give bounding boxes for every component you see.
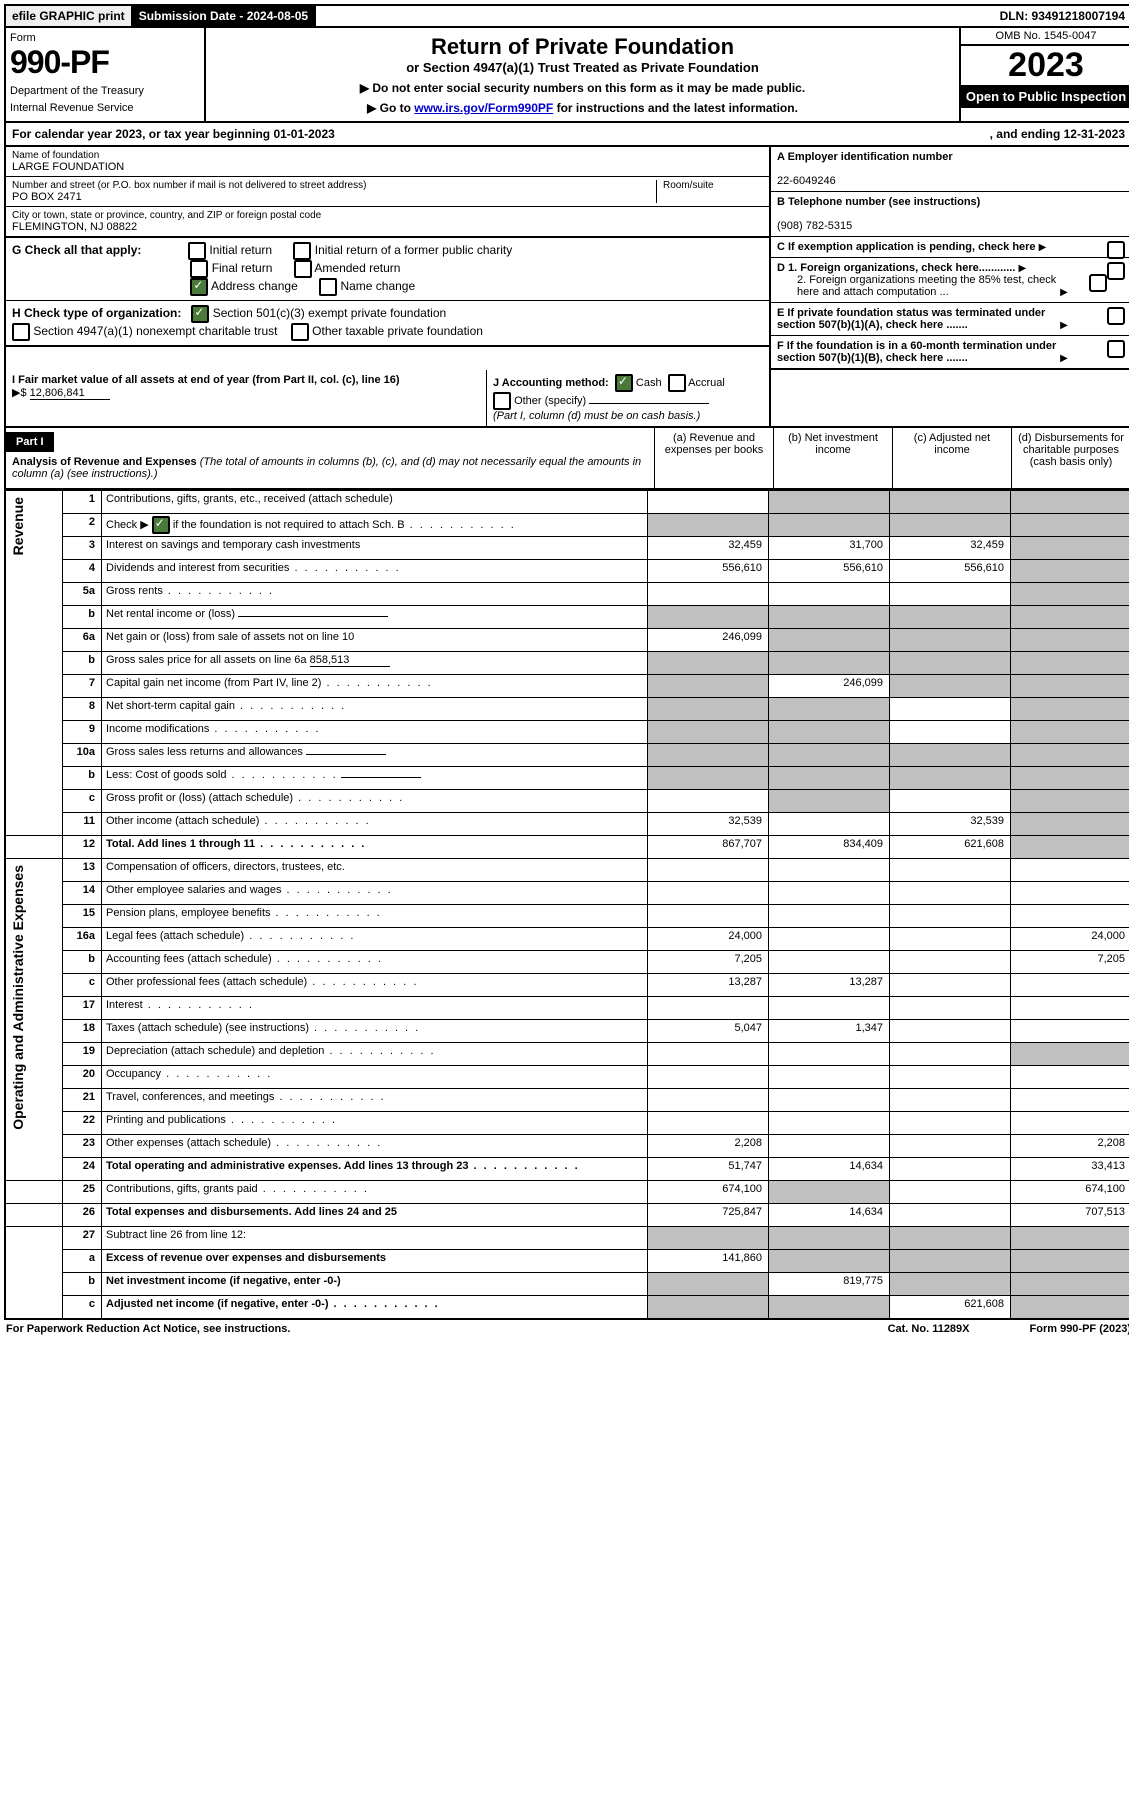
4947-check[interactable]: [12, 323, 30, 341]
hij-block: I Fair market value of all assets at end…: [4, 370, 1129, 428]
c-label: C If exemption application is pending, c…: [777, 241, 1036, 253]
dept-treasury: Department of the Treasury: [10, 85, 200, 98]
fmv-value: 12,806,841: [30, 387, 110, 400]
col-d-header: (d) Disbursements for charitable purpose…: [1012, 428, 1129, 488]
j-label: J Accounting method:: [493, 377, 609, 389]
j-note: (Part I, column (d) must be on cash basi…: [493, 410, 700, 422]
final-return-check[interactable]: [190, 260, 208, 278]
submission-date: Submission Date - 2024-08-05: [133, 6, 316, 26]
addr-label: Number and street (or P.O. box number if…: [12, 180, 656, 191]
d2-label: 2. Foreign organizations meeting the 85%…: [777, 274, 1057, 298]
city-state: FLEMINGTON, NJ 08822: [12, 221, 763, 233]
initial-former-check[interactable]: [293, 242, 311, 260]
accrual-check[interactable]: [668, 374, 686, 392]
cal-right: , and ending 12-31-2023: [990, 127, 1125, 141]
room-label: Room/suite: [663, 180, 763, 191]
cash-check[interactable]: [615, 374, 633, 392]
other-method-check[interactable]: [493, 392, 511, 410]
form-number: 990-PF: [10, 44, 200, 81]
address-change-check[interactable]: [190, 278, 208, 296]
omb-number: OMB No. 1545-0047: [961, 28, 1129, 46]
part1-label: Part I: [6, 432, 54, 452]
paperwork-notice: For Paperwork Reduction Act Notice, see …: [6, 1323, 290, 1335]
expense-side-label: Operating and Administrative Expenses: [10, 861, 26, 1134]
form-ref: Form 990-PF (2023): [1030, 1323, 1129, 1335]
col-b-header: (b) Net investment income: [774, 428, 893, 488]
form-title: Return of Private Foundation: [216, 34, 949, 60]
city-label: City or town, state or province, country…: [12, 210, 763, 221]
initial-return-check[interactable]: [188, 242, 206, 260]
cat-no: Cat. No. 11289X: [888, 1323, 970, 1335]
g-label: G Check all that apply:: [12, 243, 141, 257]
tax-year: 2023: [961, 46, 1129, 85]
part1-header-row: Part I Analysis of Revenue and Expenses …: [4, 428, 1129, 490]
i-label: I Fair market value of all assets at end…: [12, 374, 400, 386]
form-label: Form: [10, 32, 200, 44]
schb-check[interactable]: [152, 516, 170, 534]
calendar-year-row: For calendar year 2023, or tax year begi…: [4, 123, 1129, 147]
phone-label: B Telephone number (see instructions): [777, 196, 980, 208]
form-header: Form 990-PF Department of the Treasury I…: [4, 28, 1129, 123]
501c3-check[interactable]: [191, 305, 209, 323]
d2-check[interactable]: [1089, 274, 1107, 292]
irs-link[interactable]: www.irs.gov/Form990PF: [414, 101, 553, 115]
e-label: E If private foundation status was termi…: [777, 307, 1057, 331]
top-bar: efile GRAPHIC print Submission Date - 20…: [4, 4, 1129, 28]
goto-post: for instructions and the latest informat…: [553, 101, 798, 115]
form-subtitle: or Section 4947(a)(1) Trust Treated as P…: [216, 60, 949, 75]
amended-check[interactable]: [294, 260, 312, 278]
goto-pre: ▶ Go to: [367, 101, 414, 115]
phone-value: (908) 782-5315: [777, 220, 852, 232]
efile-label[interactable]: efile GRAPHIC print: [6, 6, 133, 26]
c-check[interactable]: [1107, 241, 1125, 259]
info-block: Name of foundation LARGE FOUNDATION Numb…: [4, 147, 1129, 370]
arrow-icon: [1039, 241, 1047, 253]
footer: For Paperwork Reduction Act Notice, see …: [4, 1320, 1129, 1338]
d1-check[interactable]: [1107, 262, 1125, 280]
part1-title: Analysis of Revenue and Expenses: [12, 456, 197, 468]
foundation-name: LARGE FOUNDATION: [12, 161, 763, 173]
open-public: Open to Public Inspection: [961, 85, 1129, 108]
irs-label: Internal Revenue Service: [10, 102, 200, 115]
goto-line: ▶ Go to www.irs.gov/Form990PF for instru…: [216, 101, 949, 115]
d1-label: D 1. Foreign organizations, check here..…: [777, 262, 1015, 274]
e-check[interactable]: [1107, 307, 1125, 325]
revenue-side-label: Revenue: [10, 493, 26, 559]
ein-label: A Employer identification number: [777, 151, 953, 163]
revenue-expense-table: Revenue 1Contributions, gifts, grants, e…: [4, 490, 1129, 1320]
ssn-warning: ▶ Do not enter social security numbers o…: [216, 81, 949, 95]
col-c-header: (c) Adjusted net income: [893, 428, 1012, 488]
name-label: Name of foundation: [12, 150, 763, 161]
cal-left: For calendar year 2023, or tax year begi…: [12, 127, 335, 141]
f-check[interactable]: [1107, 340, 1125, 358]
dln: DLN: 93491218007194: [994, 6, 1129, 26]
ein-value: 22-6049246: [777, 175, 836, 187]
col-a-header: (a) Revenue and expenses per books: [655, 428, 774, 488]
f-label: F If the foundation is in a 60-month ter…: [777, 340, 1057, 364]
h-label: H Check type of organization:: [12, 306, 181, 320]
address: PO BOX 2471: [12, 191, 656, 203]
other-taxable-check[interactable]: [291, 323, 309, 341]
name-change-check[interactable]: [319, 278, 337, 296]
